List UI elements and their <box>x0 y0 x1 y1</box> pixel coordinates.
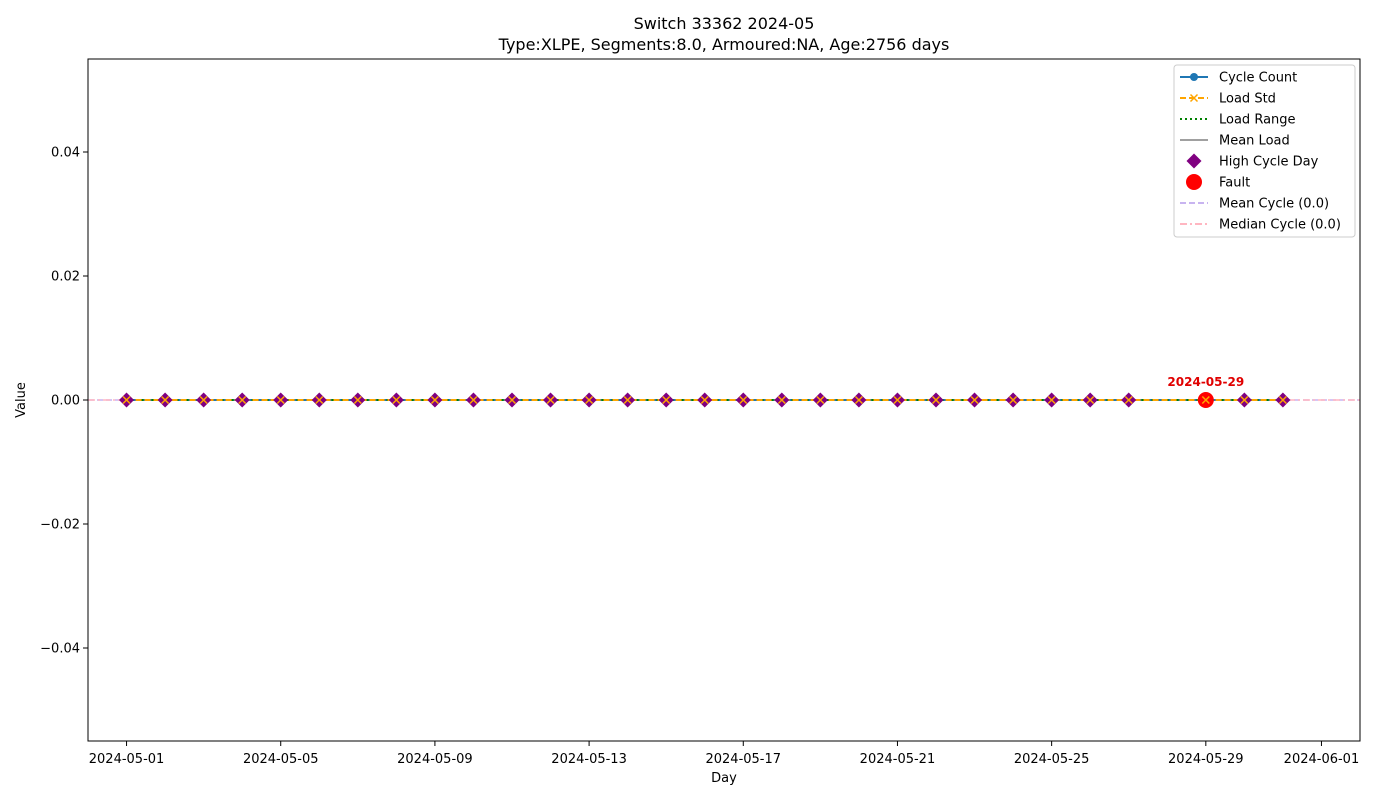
load-std-point <box>199 395 208 405</box>
x-tick-label: 2024-05-21 <box>860 752 936 767</box>
legend-label-median-cycle-0-0: Median Cycle (0.0) <box>1219 218 1341 233</box>
x-tick-label: 2024-05-25 <box>1014 752 1090 767</box>
x-tick-label: 2024-05-13 <box>551 752 627 767</box>
plot-area: 2024-05-29 <box>88 375 1360 408</box>
load-std-point <box>469 395 478 405</box>
load-std-point <box>816 395 825 405</box>
legend-marker-fault <box>1186 174 1202 190</box>
load-std-point <box>1009 395 1018 405</box>
load-std-point <box>854 395 863 405</box>
load-std-point <box>700 395 709 405</box>
load-std-point <box>1201 395 1210 405</box>
y-axis-label: Value <box>14 382 29 418</box>
y-tick-label: 0.02 <box>51 270 80 285</box>
load-std-point <box>1124 395 1133 405</box>
legend-label-load-std: Load Std <box>1219 92 1276 107</box>
load-std-point <box>353 395 362 405</box>
load-std-point <box>662 395 671 405</box>
load-std-point <box>1240 395 1249 405</box>
load-std-point <box>931 395 941 405</box>
legend-label-mean-cycle-0-0: Mean Cycle (0.0) <box>1219 197 1329 212</box>
x-tick-label: 2024-05-05 <box>243 752 319 767</box>
legend-marker-cycle-count <box>1190 73 1198 81</box>
load-std-point <box>623 395 632 405</box>
load-std-point <box>238 395 247 405</box>
load-std-point <box>276 395 285 405</box>
load-std-point <box>1047 395 1056 405</box>
legend-marker-load-std <box>1189 93 1199 103</box>
x-tick-label: 2024-05-17 <box>705 752 781 767</box>
chart-subtitle: Type:XLPE, Segments:8.0, Armoured:NA, Ag… <box>498 35 950 54</box>
x-tick-label: 2024-05-01 <box>89 752 165 767</box>
legend-label-mean-load: Mean Load <box>1219 134 1290 149</box>
x-tick-label: 2024-05-29 <box>1168 752 1244 767</box>
legend-box <box>1173 64 1356 238</box>
fault-annotation: 2024-05-29 <box>1167 375 1244 389</box>
y-axis: −0.04 −0.02 0.00 0.02 0.04 <box>40 146 88 657</box>
load-std-point <box>122 395 131 405</box>
load-std-point <box>893 395 902 405</box>
load-std-point <box>970 395 979 405</box>
load-std-point <box>315 395 324 405</box>
x-axis: 2024-05-01 2024-05-05 2024-05-09 2024-05-13… <box>89 741 1359 767</box>
load-std-point <box>430 395 439 405</box>
x-tick-label: 2024-06-01 <box>1284 752 1360 767</box>
y-tick-label: 0.00 <box>51 394 80 409</box>
load-std-point <box>585 395 594 405</box>
y-tick-label: 0.04 <box>51 146 80 161</box>
y-tick-label: −0.04 <box>40 642 80 657</box>
load-std-point <box>392 395 401 405</box>
legend-label-load-range: Load Range <box>1219 113 1296 128</box>
x-tick-label: 2024-05-09 <box>397 752 473 767</box>
load-std-point <box>1278 395 1287 405</box>
load-std-point <box>507 395 517 405</box>
load-std-point <box>546 395 555 405</box>
load-std-point <box>739 395 748 405</box>
legend-label-fault: Fault <box>1219 176 1250 191</box>
x-axis-label: Day <box>711 771 737 786</box>
legend-marker-high-cycle-day <box>1186 153 1202 169</box>
legend-label-cycle-count: Cycle Count <box>1219 71 1297 86</box>
legend-label-high-cycle-day: High Cycle Day <box>1219 155 1319 170</box>
y-tick-label: −0.02 <box>40 518 80 533</box>
load-std-point <box>161 395 170 405</box>
chart-title: Switch 33362 2024-05 <box>634 14 815 33</box>
legend: Cycle Count Load Std Load Range Mean Load Hi… <box>1173 64 1356 238</box>
load-std-point <box>777 395 786 405</box>
load-std-point <box>1086 395 1095 405</box>
